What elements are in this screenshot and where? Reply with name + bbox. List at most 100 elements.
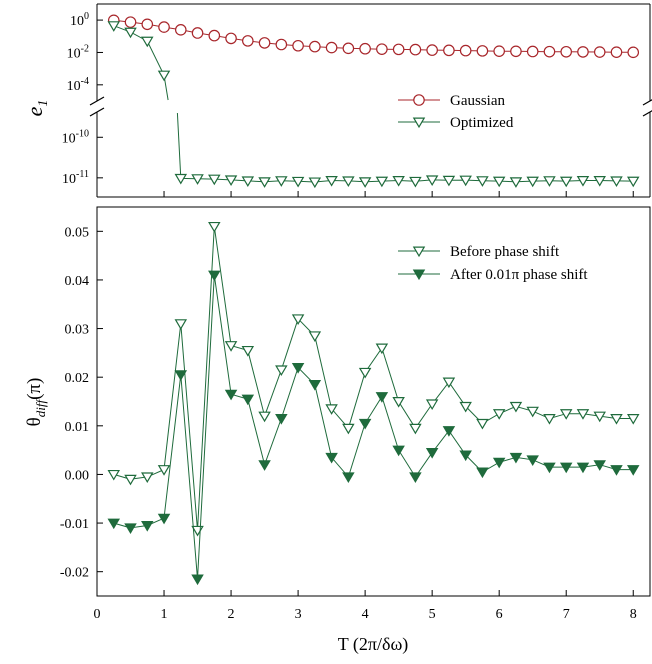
after-shift-point: [308, 379, 322, 391]
legend-before-marker: [412, 246, 426, 258]
optimized-point: [526, 176, 539, 188]
bottom-y-tick-label: 0.01: [65, 420, 90, 435]
after-shift-point: [442, 426, 456, 437]
gaussian-point: [191, 27, 204, 39]
before-shift-point: [409, 423, 422, 435]
legend-optimized-label: Optimized: [450, 115, 514, 131]
after-shift-point: [325, 452, 338, 464]
optimized-point: [141, 36, 154, 48]
bottom-y-label-main: θ: [24, 417, 45, 426]
gaussian-point: [610, 46, 623, 58]
before-shift-point: [509, 401, 523, 413]
bottom-x-tick-label: 4: [362, 607, 369, 622]
bottom-y-tick-label: 0.00: [65, 468, 90, 483]
after-shift-point: [543, 462, 556, 474]
after-shift-point: [275, 414, 288, 425]
after-shift-point: [559, 462, 573, 474]
gaussian-point: [309, 40, 321, 53]
optimized-point: [174, 173, 188, 185]
optimized-point: [593, 175, 606, 187]
top-legend: Gaussian Optimized: [398, 93, 514, 131]
before-shift-point: [258, 411, 271, 423]
before-shift-point: [442, 377, 456, 389]
top-y-label-sub: 1: [36, 100, 51, 107]
gaussian-point: [476, 45, 489, 57]
before-shift-point: [224, 341, 238, 352]
bottom-x-tick-label: 2: [228, 607, 235, 622]
optimized-point: [610, 176, 623, 188]
after-shift-point: [342, 472, 355, 483]
after-shift-point: [409, 472, 422, 483]
tick-base: 10: [67, 46, 81, 61]
optimized-point: [409, 176, 422, 188]
before-shift-point: [208, 221, 221, 233]
gaussian-point: [560, 45, 573, 58]
before-shift-point: [342, 423, 355, 435]
gaussian-line: [113, 19, 634, 53]
gaussian-point: [493, 45, 505, 57]
legend-before-label: Before phase shift: [450, 244, 560, 260]
bottom-y-tick-label: 0.02: [65, 371, 90, 386]
gaussian-point: [292, 39, 304, 52]
gaussian-point: [627, 46, 640, 59]
after-shift-point: [593, 460, 606, 471]
optimized-point: [107, 21, 121, 32]
optimized-line-lower: [176, 112, 634, 183]
top-y-tick-label: 10-4: [67, 76, 89, 94]
before-shift-point: [459, 401, 472, 413]
before-shift-point: [392, 397, 405, 408]
before-shift-point: [241, 345, 255, 357]
before-shift-point: [576, 409, 590, 420]
after-shift-point: [224, 389, 238, 401]
bottom-y-tick-label: 0.03: [65, 323, 90, 338]
tick-exponent: -11: [76, 169, 89, 180]
before-shift-point: [325, 404, 338, 415]
before-shift-point: [559, 409, 573, 420]
x-axis-label: T (2π/δω): [338, 634, 409, 655]
optimized-point: [559, 176, 573, 188]
after-shift-point: [459, 450, 472, 462]
after-shift-point: [509, 452, 523, 464]
axis-break-mark: [89, 107, 105, 117]
after-shift-point: [191, 574, 204, 586]
before-shift-point: [308, 331, 322, 342]
after-shift-point: [492, 457, 506, 469]
optimized-point: [241, 176, 255, 188]
optimized-point: [543, 176, 556, 187]
bottom-x-tick-label: 8: [630, 607, 637, 622]
after-shift-line: [113, 275, 634, 580]
bottom-legend: Before phase shift After 0.01π phase shif…: [398, 244, 588, 283]
gaussian-point: [258, 37, 271, 49]
optimized-point: [275, 176, 288, 187]
tick-exponent: -2: [81, 43, 89, 54]
legend-gaussian-marker: [413, 94, 425, 106]
bottom-y-tick-label: 0.04: [65, 274, 90, 289]
gaussian-point: [392, 43, 405, 56]
before-shift-point: [141, 472, 154, 483]
optimized-point: [509, 177, 523, 188]
bottom-y-tick-label: 0.05: [65, 225, 90, 240]
tick-exponent: -4: [81, 76, 89, 87]
gaussian-point: [141, 18, 154, 31]
bottom-panel: -0.02 -0.01 0.00 0.01 0.02 0.03 0.04 0.05 0 1 2 3 4 5…: [24, 206, 651, 655]
after-shift-point: [124, 523, 137, 535]
optimized-point: [157, 70, 171, 82]
axis-break-mark: [89, 96, 105, 106]
before-shift-point: [543, 414, 556, 425]
bottom-x-tick-label: 3: [295, 607, 302, 622]
after-shift-point: [576, 462, 590, 474]
optimized-point: [325, 175, 338, 187]
tick-base: 10: [62, 131, 76, 146]
after-shift-point: [610, 465, 623, 476]
after-shift-point: [425, 448, 439, 459]
after-shift-point: [241, 394, 255, 406]
gaussian-point: [426, 44, 438, 56]
gaussian-point: [409, 43, 422, 56]
optimized-point: [308, 177, 322, 189]
optimized-point: [258, 177, 271, 188]
gaussian-point: [543, 45, 556, 58]
optimized-point: [492, 176, 506, 188]
bottom-x-tick-label: 5: [429, 607, 436, 622]
after-shift-point: [626, 465, 640, 476]
